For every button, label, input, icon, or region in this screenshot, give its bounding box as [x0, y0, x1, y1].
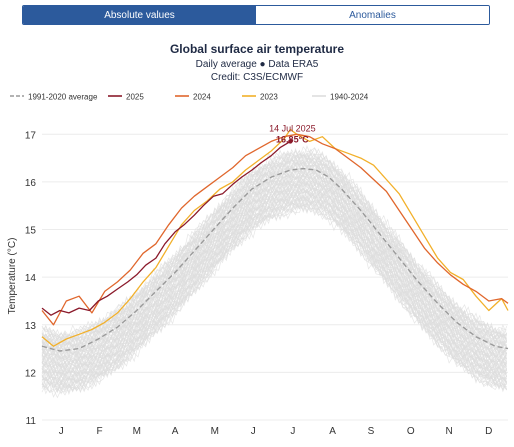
x-tick-label: J [59, 426, 64, 437]
x-tick-label: M [211, 426, 219, 437]
annotation-value: 16.85°C [276, 134, 309, 144]
axes: 11 12 13 14 15 16 17 J F M A M J J A S O N D [25, 130, 493, 437]
x-tick-label: A [172, 426, 179, 437]
historical-year-line [41, 177, 507, 371]
x-tick-label: N [445, 426, 452, 437]
series-line-2025 [41, 140, 291, 316]
chart-title: Global surface air temperature [170, 42, 344, 56]
tab-anomalies[interactable]: Anomalies [256, 6, 489, 24]
x-tick-label: F [97, 426, 103, 437]
grid [42, 133, 508, 421]
legend-label: 1940-2024 [330, 93, 369, 102]
historical-year-line [41, 170, 507, 365]
y-tick-label: 17 [25, 130, 37, 141]
annotation-point [288, 139, 293, 144]
x-tick-label: M [133, 426, 141, 437]
historical-year-line [41, 152, 507, 345]
y-tick-label: 16 [25, 178, 37, 189]
historical-year-line [41, 146, 507, 338]
legend-label: 1991-2020 average [28, 93, 98, 102]
y-tick-label: 15 [25, 226, 37, 237]
y-axis-label: Temperature (°C) [7, 238, 18, 315]
series-lines [41, 128, 509, 352]
historical-year-line [41, 145, 508, 341]
x-tick-label: J [251, 426, 256, 437]
legend-label: 2025 [126, 93, 144, 102]
series-line-1991-2020-average [41, 167, 509, 352]
x-tick-label: J [290, 426, 295, 437]
x-tick-label: A [329, 426, 336, 437]
historical-lines [41, 145, 508, 399]
y-tick-label: 13 [25, 321, 37, 332]
legend-label: 2023 [260, 93, 278, 102]
legend: 1991-2020 average 2025 2024 2023 1940-2024 [10, 93, 369, 102]
legend-label: 2024 [193, 93, 211, 102]
chart-subtitle-2: Credit: C3S/ECMWF [211, 72, 303, 83]
y-tick-label: 14 [25, 273, 37, 284]
x-tick-label: D [485, 426, 492, 437]
y-tick-label: 12 [25, 368, 37, 379]
tab-absolute-values[interactable]: Absolute values [23, 6, 256, 24]
annotation-date: 14 Jul 2025 [269, 123, 316, 133]
x-tick-label: O [407, 426, 415, 437]
chart-subtitle-1: Daily average ● Data ERA5 [196, 59, 319, 70]
series-line-2023 [41, 128, 509, 347]
y-tick-label: 11 [26, 416, 37, 427]
view-toggle: Absolute values Anomalies [22, 5, 490, 25]
x-tick-label: S [368, 426, 375, 437]
series-line-2024 [41, 133, 509, 326]
